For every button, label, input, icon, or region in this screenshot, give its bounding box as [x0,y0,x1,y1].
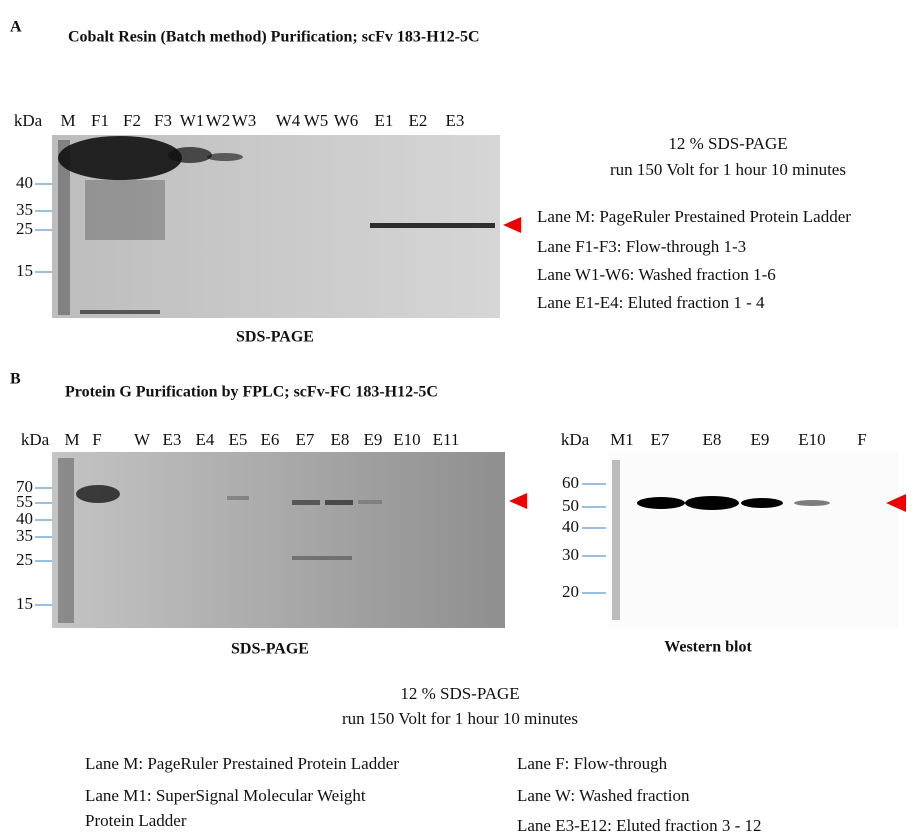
marker-label: 35 [16,200,33,219]
legend-item: Protein Ladder [85,811,187,830]
legend-item: Lane F1-F3: Flow-through 1-3 [537,237,746,256]
arrow [509,493,527,509]
legend-item: Lane W: Washed fraction [517,786,690,805]
arrow [886,494,906,512]
marker-label: 55 [16,492,33,511]
legend-item: Lane F: Flow-through [517,754,668,773]
lane-label: E9 [751,430,770,449]
marker-label: 40 [16,509,33,528]
marker-label: 35 [16,526,33,545]
gel-bands [58,136,495,315]
lane-label: E3 [446,111,465,130]
lane-label: E8 [331,430,350,449]
panel-label: A [10,19,22,36]
marker-label: 30 [562,545,579,564]
legend-item: Lane M: PageRuler Prestained Protein Lad… [85,754,399,773]
marker-label: 15 [16,261,33,280]
blot-bands [612,460,830,620]
lane-label: E1 [375,111,394,130]
lane-label: F1 [91,111,109,130]
lane-label: kDa [14,111,43,130]
legend-item: Lane E1-E4: Eluted fraction 1 - 4 [537,293,765,312]
lane-label: E11 [433,430,460,449]
lane-label: E7 [296,430,315,449]
lane-label: E10 [393,430,420,449]
panel-title: Cobalt Resin (Batch method) Purification… [68,29,480,46]
lane-label: E3 [163,430,182,449]
marker-label: 25 [16,550,33,569]
lane-label: E8 [703,430,722,449]
gel-image [52,452,505,628]
lane-label: F [92,430,101,449]
lane-label: E7 [651,430,670,449]
caption: SDS-PAGE [231,641,309,658]
lane-label: F [857,430,866,449]
marker-label: 60 [562,473,579,492]
panel-label: B [10,371,21,388]
panel-title: Protein G Purification by FPLC; scFv-FC … [65,384,438,401]
marker-label: 40 [16,173,33,192]
lane-label: W [134,430,151,449]
lane-label: E6 [261,430,280,449]
lane-label: W6 [334,111,359,130]
lane-label: F2 [123,111,141,130]
caption: SDS-PAGE [236,329,314,346]
legend-item: Lane M: PageRuler Prestained Protein Lad… [537,207,851,226]
lane-label: E10 [798,430,825,449]
gel-bands [58,458,382,623]
caption: Western blot [664,639,752,656]
blot-image [608,452,898,628]
lane-label: W3 [232,111,257,130]
lane-label: W1 [180,111,205,130]
lane-label: kDa [561,430,590,449]
lane-label: W2 [206,111,231,130]
lane-label: W5 [304,111,329,130]
conditions: 12 % SDS-PAGE [400,684,519,703]
lane-label: E4 [196,430,215,449]
conditions: 12 % SDS-PAGE [668,134,787,153]
marker-label: 25 [16,219,33,238]
lane-label: E2 [409,111,428,130]
marker-label: 70 [16,477,33,496]
legend-item: Lane M1: SuperSignal Molecular Weight [85,786,366,805]
lane-label: M1 [610,430,634,449]
lane-label: E9 [364,430,383,449]
marker-label: 15 [16,594,33,613]
conditions: run 150 Volt for 1 hour 10 minutes [342,709,578,728]
lane-label: F3 [154,111,172,130]
marker-label: 20 [562,582,579,601]
marker-label: 40 [562,517,579,536]
lane-label: W4 [276,111,301,130]
lane-label: M [60,111,75,130]
lane-label: kDa [21,430,50,449]
arrow [503,217,521,233]
conditions: run 150 Volt for 1 hour 10 minutes [610,160,846,179]
lane-label: M [64,430,79,449]
lane-label: E5 [229,430,248,449]
legend-item: Lane E3-E12: Eluted fraction 3 - 12 [517,816,762,834]
legend-item: Lane W1-W6: Washed fraction 1-6 [537,265,776,284]
marker-label: 50 [562,496,579,515]
